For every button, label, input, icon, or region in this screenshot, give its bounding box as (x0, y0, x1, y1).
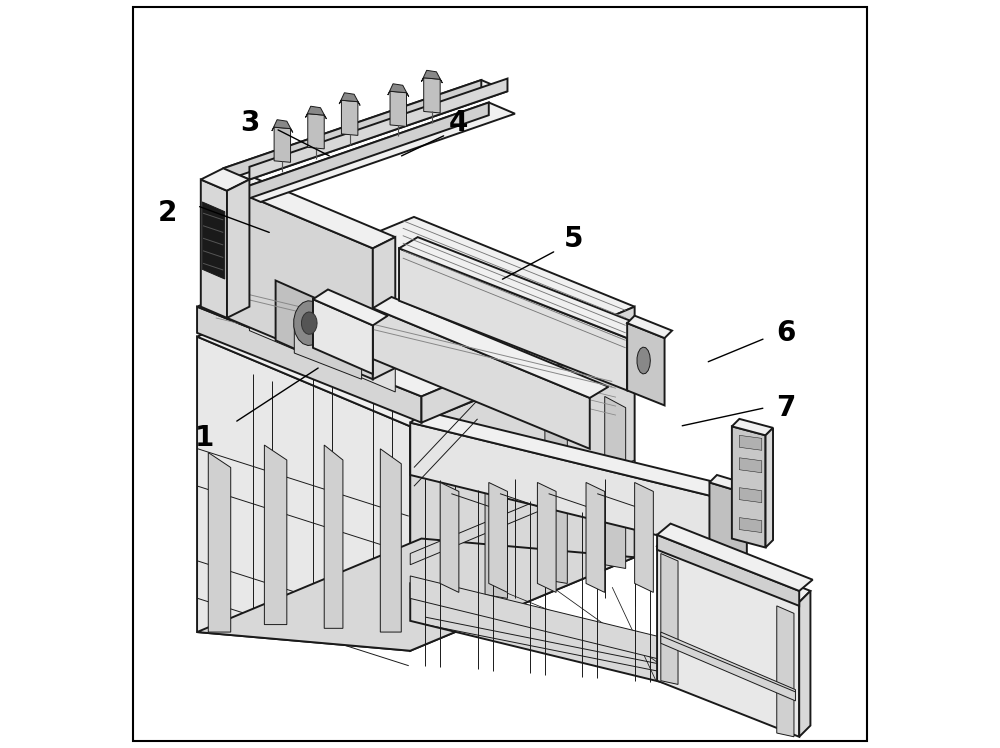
Polygon shape (313, 299, 373, 374)
Polygon shape (197, 247, 635, 426)
Polygon shape (766, 428, 773, 548)
Text: 7: 7 (776, 393, 795, 422)
Polygon shape (302, 312, 317, 334)
Polygon shape (410, 460, 635, 565)
Polygon shape (410, 576, 717, 673)
Polygon shape (249, 79, 507, 180)
Polygon shape (399, 248, 627, 390)
Polygon shape (197, 217, 635, 396)
Polygon shape (739, 458, 762, 473)
Polygon shape (739, 488, 762, 503)
Polygon shape (657, 546, 799, 737)
Polygon shape (732, 419, 773, 435)
Polygon shape (234, 102, 489, 203)
Polygon shape (739, 518, 762, 533)
Polygon shape (709, 475, 754, 494)
Polygon shape (201, 180, 227, 318)
Polygon shape (313, 289, 388, 325)
Polygon shape (373, 308, 590, 449)
Polygon shape (717, 486, 732, 550)
Polygon shape (421, 70, 442, 83)
Text: 3: 3 (240, 109, 259, 138)
Polygon shape (380, 449, 401, 632)
Polygon shape (373, 297, 608, 398)
Polygon shape (339, 93, 360, 105)
Polygon shape (489, 482, 507, 592)
Polygon shape (208, 453, 231, 632)
Polygon shape (197, 539, 635, 651)
Polygon shape (202, 202, 225, 279)
Polygon shape (424, 78, 440, 113)
Polygon shape (635, 482, 653, 592)
Text: 6: 6 (776, 319, 795, 347)
Polygon shape (223, 80, 507, 180)
Polygon shape (197, 337, 410, 651)
Polygon shape (421, 307, 635, 423)
Polygon shape (661, 554, 678, 684)
Polygon shape (272, 120, 293, 132)
Polygon shape (276, 280, 347, 372)
Polygon shape (227, 187, 373, 379)
Polygon shape (197, 307, 421, 423)
Polygon shape (234, 102, 515, 202)
Polygon shape (637, 347, 650, 374)
Text: 1: 1 (195, 423, 214, 452)
Polygon shape (324, 445, 343, 628)
Polygon shape (657, 535, 799, 606)
Polygon shape (249, 200, 395, 392)
Polygon shape (661, 632, 795, 701)
Polygon shape (627, 316, 672, 338)
Polygon shape (799, 591, 810, 737)
Polygon shape (545, 411, 567, 583)
Polygon shape (306, 106, 326, 119)
Polygon shape (264, 445, 287, 625)
Polygon shape (410, 411, 732, 497)
Text: 4: 4 (449, 109, 469, 138)
Polygon shape (410, 337, 635, 651)
Polygon shape (410, 583, 717, 696)
Polygon shape (440, 482, 459, 592)
Polygon shape (627, 323, 665, 405)
Polygon shape (537, 482, 556, 592)
Polygon shape (777, 606, 794, 737)
Polygon shape (586, 482, 605, 592)
Polygon shape (373, 237, 395, 379)
Polygon shape (732, 426, 766, 548)
Polygon shape (657, 524, 813, 591)
Polygon shape (308, 114, 324, 149)
Polygon shape (227, 180, 249, 318)
Polygon shape (485, 426, 507, 598)
Polygon shape (201, 168, 249, 191)
Polygon shape (274, 127, 291, 162)
Polygon shape (294, 323, 362, 379)
Text: 2: 2 (157, 199, 177, 227)
Polygon shape (227, 176, 395, 248)
Polygon shape (294, 301, 325, 346)
Polygon shape (223, 80, 481, 181)
Polygon shape (390, 91, 406, 126)
Text: 5: 5 (564, 225, 583, 254)
Polygon shape (388, 84, 409, 96)
Polygon shape (399, 237, 646, 338)
Polygon shape (341, 100, 358, 135)
Polygon shape (739, 435, 762, 450)
Polygon shape (410, 423, 717, 550)
Polygon shape (657, 535, 810, 602)
Polygon shape (605, 396, 626, 568)
Polygon shape (627, 327, 646, 390)
Polygon shape (709, 482, 747, 561)
